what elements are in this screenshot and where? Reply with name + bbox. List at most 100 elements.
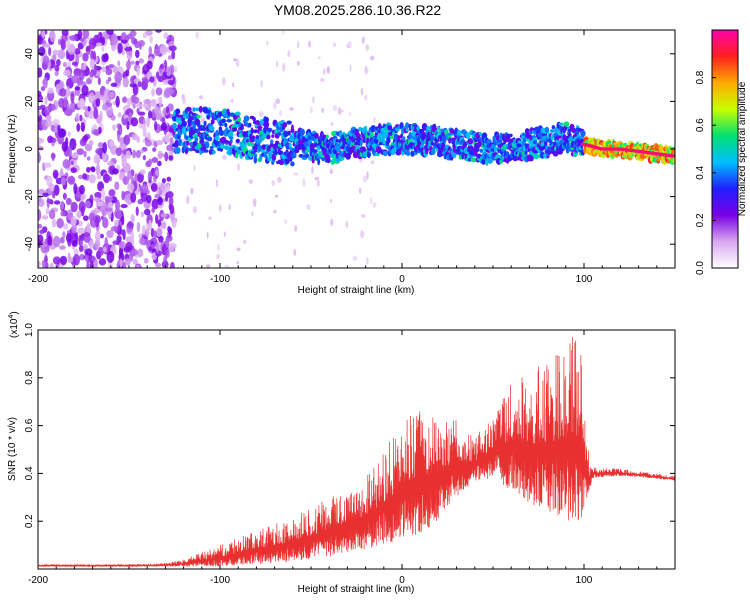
- snr-x-tick-label: -200: [28, 575, 48, 586]
- spectrogram-y-axis-title: Frequency (Hz): [7, 115, 18, 184]
- spectrogram-blob: [71, 239, 78, 247]
- spectrogram-blob: [44, 106, 51, 116]
- spectrogram-blob: [266, 40, 269, 46]
- spectrogram-blob: [137, 248, 144, 258]
- spectrogram-blob: [38, 234, 44, 245]
- colorbar-tick-label: 0.0: [695, 261, 706, 275]
- spectrogram-blob: [272, 101, 277, 110]
- spectrogram-blob: [138, 233, 143, 239]
- spectrogram-blob: [370, 160, 375, 165]
- spectrogram-blob: [119, 258, 123, 268]
- spectrogram-blob: [135, 150, 141, 159]
- spectrogram-blob: [99, 110, 103, 122]
- spectrogram-blob: [139, 237, 146, 245]
- spectrogram-ridge-mark: [229, 130, 234, 138]
- spectrogram-blob: [105, 207, 113, 212]
- spectrogram-blob: [69, 35, 77, 41]
- spectrogram-blob: [125, 150, 131, 159]
- spectrogram-ridge-mark: [364, 125, 368, 130]
- spectrogram-ridge-mark: [508, 133, 513, 138]
- spectrogram-blob: [200, 112, 203, 119]
- spectrogram-blob: [159, 64, 165, 70]
- spectrogram-blob: [198, 95, 204, 100]
- spectrogram-ridge-mark: [190, 128, 196, 136]
- spectrogram-blob: [78, 201, 86, 213]
- spectrogram-ridge-mark: [357, 133, 361, 139]
- spectrogram-y-tick-label: 0: [24, 146, 35, 152]
- spectrogram-blob: [90, 50, 94, 61]
- spectrogram-blob: [83, 150, 87, 158]
- spectrogram-ridge-mark: [253, 153, 258, 158]
- spectrogram-blob: [89, 58, 96, 69]
- spectrogram-blob: [137, 81, 142, 88]
- spectrogram-blob: [60, 177, 66, 186]
- spectrogram-blob: [70, 152, 79, 159]
- spectrogram-ridge-mark: [430, 148, 436, 155]
- spectrogram-blob: [326, 66, 330, 74]
- spectrogram-ridge-mark: [224, 123, 228, 128]
- spectrogram-blob: [157, 160, 162, 167]
- spectrogram-blob: [153, 230, 158, 239]
- spectrogram-blob: [57, 128, 66, 138]
- spectrogram-blob: [136, 108, 140, 114]
- spectrogram-ridge-mark: [236, 139, 240, 144]
- spectrogram-blob: [296, 61, 301, 66]
- spectrogram-blob: [248, 179, 254, 184]
- spectrogram-blob: [358, 187, 362, 195]
- spectrogram-blob: [145, 228, 150, 238]
- spectrogram-blob: [124, 258, 131, 266]
- spectrogram-blob: [38, 223, 43, 229]
- spectrogram-blob: [89, 71, 94, 78]
- spectrogram-blob: [67, 146, 72, 159]
- spectrogram-blob: [136, 221, 141, 233]
- spectrogram-ridge-mark: [479, 148, 484, 153]
- spectrogram-ridge-mark: [307, 135, 313, 141]
- spectrogram-blob: [88, 38, 97, 50]
- spectrogram-blob: [228, 204, 231, 210]
- spectrogram-blob: [205, 264, 211, 268]
- spectrogram-blob: [38, 35, 43, 45]
- spectrogram-blob: [67, 252, 71, 264]
- spectrogram-ridge-mark: [482, 132, 488, 139]
- spectrogram-ridge-mark: [381, 127, 386, 132]
- spectrogram-blob: [123, 134, 131, 146]
- spectrogram-blob: [192, 206, 198, 214]
- spectrogram-ridge-mark: [184, 148, 189, 155]
- spectrogram-blob: [65, 86, 70, 98]
- spectrogram-blob: [104, 195, 110, 203]
- spectrogram-blob: [173, 66, 178, 73]
- spectrogram-blob: [154, 30, 163, 33]
- spectrogram-ridge-mark: [311, 158, 315, 164]
- spectrogram-blob: [317, 56, 321, 60]
- spectrogram-blob: [275, 194, 279, 198]
- spectrogram-blob: [165, 249, 170, 258]
- spectrogram-blob: [108, 139, 115, 148]
- spectrogram-blob: [150, 100, 157, 107]
- spectrogram-blob: [64, 109, 73, 116]
- spectrogram-blob: [152, 147, 157, 152]
- colorbar-tick-label: 0.8: [695, 70, 706, 84]
- spectrogram-blob: [70, 160, 75, 165]
- spectrogram-blob: [362, 175, 368, 183]
- spectrogram-blob: [134, 173, 139, 183]
- spectrogram-x-tick-label: 0: [399, 274, 405, 285]
- spectrogram-blob: [365, 44, 370, 51]
- spectrogram-blob: [143, 78, 150, 84]
- spectrogram-blob: [81, 63, 87, 71]
- spectrogram-blob: [60, 167, 64, 177]
- spectrogram-blob: [127, 97, 131, 109]
- spectrogram-ridge-mark: [497, 139, 503, 143]
- spectrogram-blob: [54, 71, 59, 77]
- spectrogram-ridge-mark: [358, 126, 363, 132]
- spectrogram-blob: [40, 242, 48, 248]
- spectrogram-blob: [52, 235, 61, 248]
- spectrogram-ridge-mark: [601, 154, 607, 158]
- spectrogram-ridge-mark: [290, 161, 295, 167]
- spectrogram-blob: [293, 248, 297, 257]
- spectrogram-blob: [115, 147, 123, 156]
- spectrogram-ridge-mark: [263, 121, 270, 128]
- spectrogram-blob: [80, 195, 85, 202]
- spectrogram-ridge-mark: [238, 129, 242, 133]
- spectrogram-y-tick-label: 20: [24, 95, 35, 107]
